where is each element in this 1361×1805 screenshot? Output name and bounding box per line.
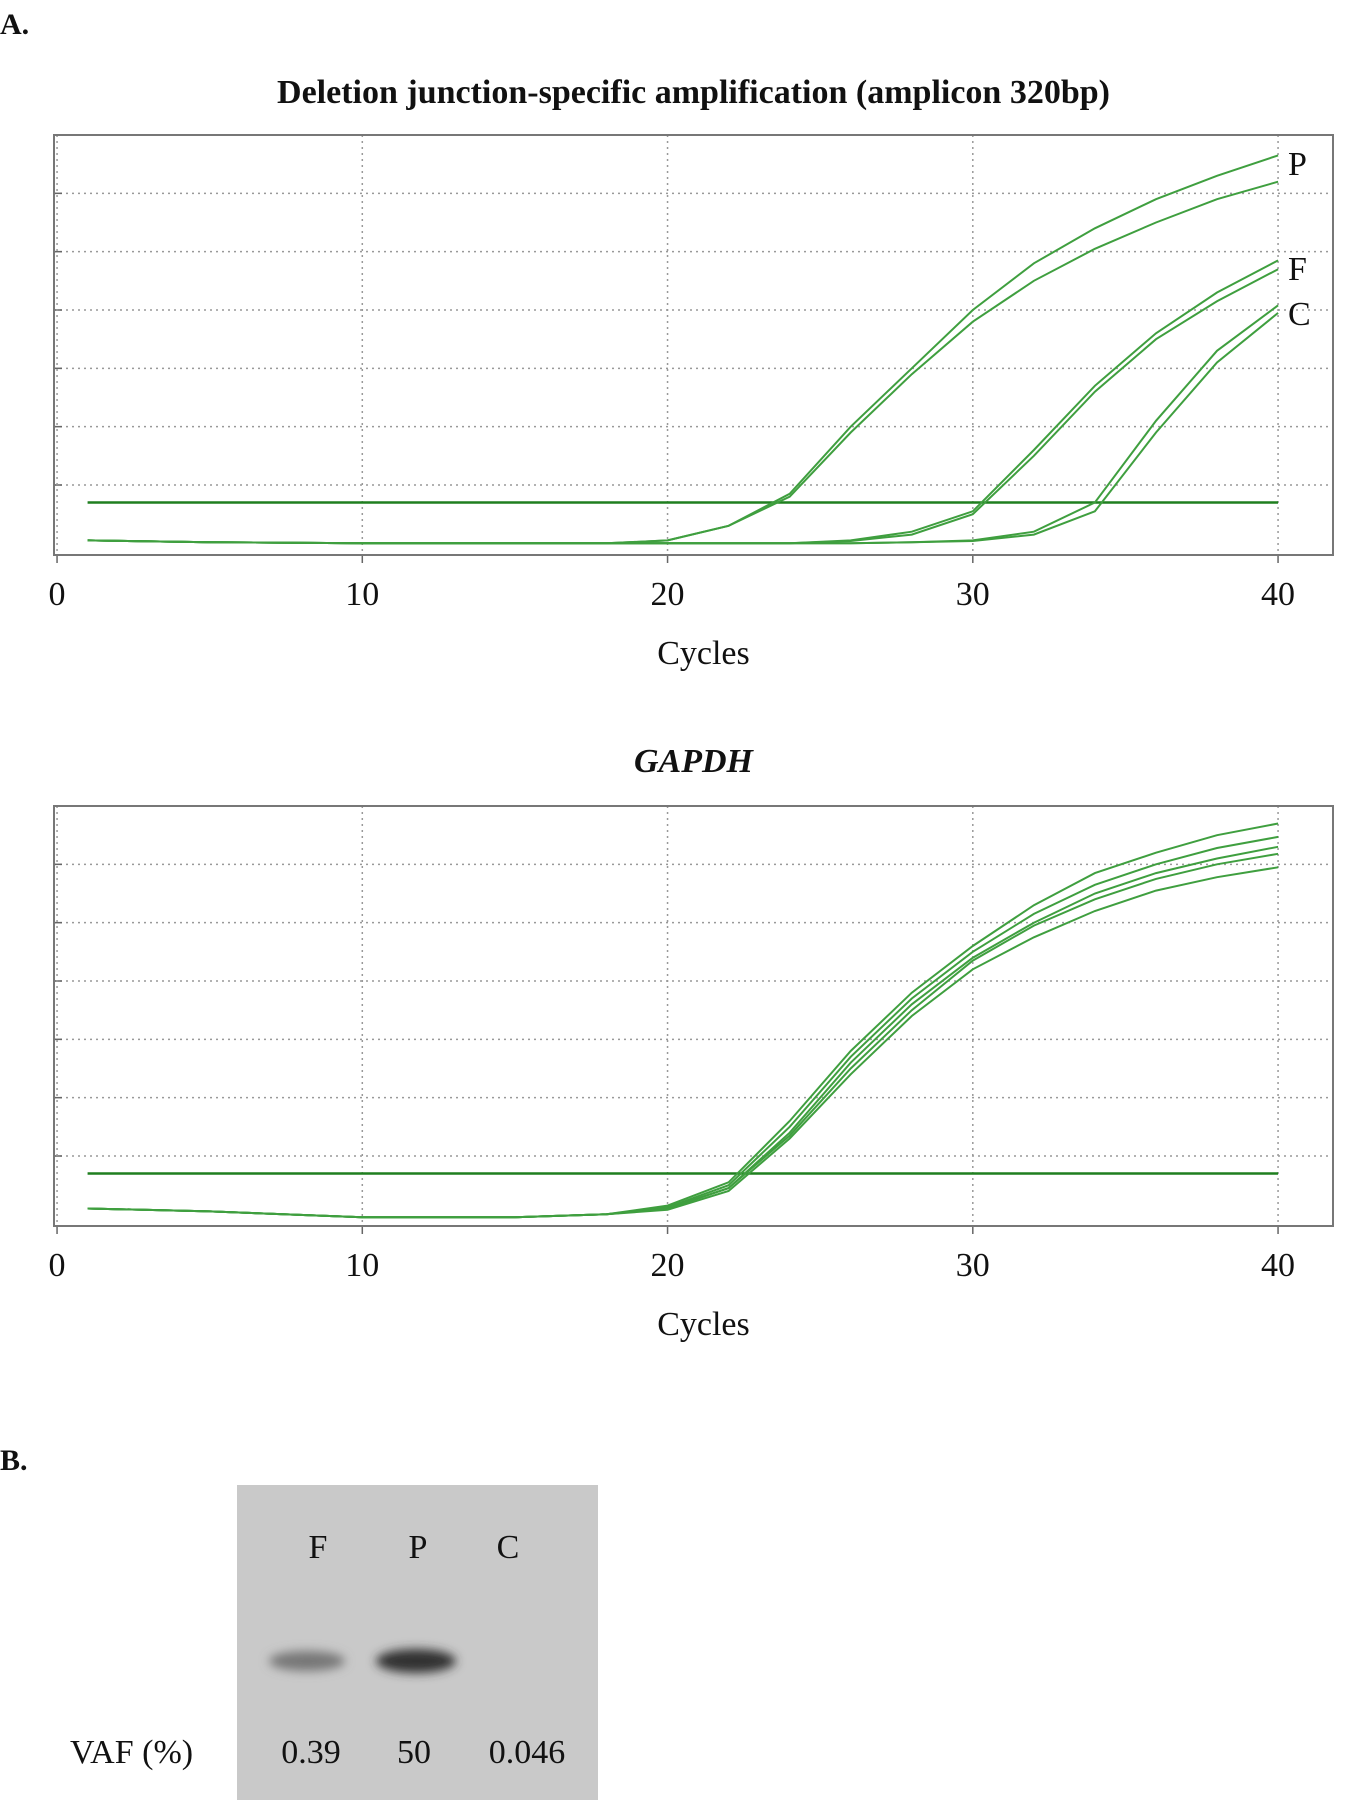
x-tick-label: 30 — [956, 1247, 990, 1284]
x-tick-label: 20 — [651, 1247, 685, 1284]
plot-frame — [53, 134, 1334, 556]
plot-frame — [53, 805, 1334, 1227]
lane-label: F — [309, 1529, 328, 1566]
chart-title: GAPDH — [634, 743, 755, 780]
x-tick-label: 40 — [1261, 1247, 1295, 1284]
x-tick-label: 10 — [345, 1247, 379, 1284]
vaf-value: 50 — [397, 1734, 431, 1771]
gel-image — [237, 1485, 598, 1800]
amplification-curve — [87, 312, 1279, 545]
panel-label: B. — [0, 1444, 28, 1477]
x-tick-label: 0 — [49, 1247, 66, 1284]
lane-label: C — [497, 1529, 520, 1566]
x-tick-label: 30 — [956, 576, 990, 613]
gel-band — [269, 1651, 345, 1671]
gel-band — [376, 1649, 456, 1673]
x-tick-label: 40 — [1261, 576, 1295, 613]
vaf-value: 0.39 — [281, 1734, 341, 1771]
curve-label: F — [1288, 251, 1307, 288]
panel-label: A. — [0, 8, 29, 41]
amplification-curve — [87, 852, 1279, 1219]
chart-title: Deletion junction-specific amplification… — [277, 74, 1110, 111]
lane-label: P — [409, 1529, 428, 1566]
amplification-curve — [87, 259, 1279, 545]
curve-label: P — [1288, 146, 1307, 183]
amplification-curve — [87, 845, 1279, 1219]
curve-label: C — [1288, 296, 1311, 333]
x-tick-label: 0 — [49, 576, 66, 613]
amplification-curve — [87, 835, 1279, 1219]
amplification-curve — [87, 180, 1279, 545]
x-axis-label: Cycles — [657, 635, 750, 672]
amplification-curve — [87, 304, 1279, 545]
amplification-curve — [87, 866, 1279, 1219]
x-tick-label: 20 — [651, 576, 685, 613]
row-label: VAF (%) — [70, 1734, 193, 1771]
vaf-value: 0.046 — [489, 1734, 566, 1771]
x-axis-label: Cycles — [657, 1306, 750, 1343]
x-tick-label: 10 — [345, 576, 379, 613]
